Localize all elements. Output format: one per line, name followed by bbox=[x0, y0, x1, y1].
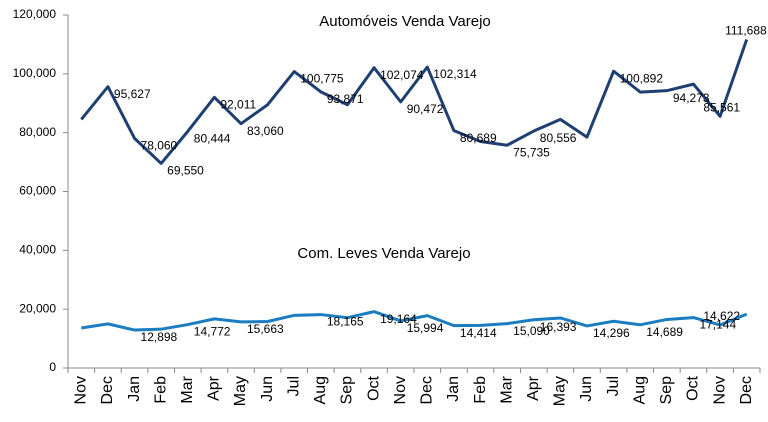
x-tick-label: Apr bbox=[206, 375, 223, 401]
data-label: 14,296 bbox=[593, 326, 630, 340]
y-tick-label: 0 bbox=[49, 360, 56, 374]
x-tick-label: Dec bbox=[99, 376, 116, 404]
data-label: 12,898 bbox=[141, 330, 178, 344]
data-label: 100,892 bbox=[620, 71, 664, 85]
data-label: 100,775 bbox=[300, 72, 344, 86]
x-tick-label: Sep bbox=[658, 376, 675, 405]
x-tick-label: Feb bbox=[152, 376, 169, 404]
x-tick-label: May bbox=[232, 376, 249, 406]
x-tick-label: Sep bbox=[339, 376, 356, 405]
series-name: Com. Leves Venda Varejo bbox=[297, 245, 470, 262]
x-tick-label: Aug bbox=[631, 376, 648, 404]
x-tick-label: Feb bbox=[472, 376, 489, 404]
series-name: Automóveis Venda Varejo bbox=[319, 13, 491, 30]
x-tick-label: Nov bbox=[392, 376, 409, 404]
x-tick-label: Jul bbox=[285, 376, 302, 396]
data-label: 78,060 bbox=[141, 139, 178, 153]
data-label: 14,689 bbox=[646, 325, 683, 339]
data-label: 14,622 bbox=[703, 309, 740, 323]
x-tick-label: Mar bbox=[179, 375, 196, 403]
data-label: 19,164 bbox=[380, 312, 417, 326]
y-tick-label: 60,000 bbox=[19, 184, 56, 198]
x-tick-label: Oct bbox=[365, 375, 382, 400]
y-tick-label: 120,000 bbox=[13, 7, 57, 21]
x-tick-label: Jun bbox=[578, 376, 595, 402]
data-label: 69,550 bbox=[167, 164, 204, 178]
data-label: 14,772 bbox=[194, 325, 231, 339]
data-label: 15,994 bbox=[407, 321, 444, 335]
x-tick-label: Jan bbox=[445, 376, 462, 402]
data-label: 16,393 bbox=[540, 320, 577, 334]
x-tick-label: Aug bbox=[312, 376, 329, 404]
data-label: 111,688 bbox=[725, 24, 767, 38]
y-tick-label: 100,000 bbox=[13, 66, 57, 80]
x-tick-label: Dec bbox=[738, 376, 755, 404]
y-tick-label: 40,000 bbox=[19, 243, 56, 257]
data-label: 93,871 bbox=[327, 92, 364, 106]
y-tick-label: 20,000 bbox=[19, 301, 56, 315]
x-tick-label: Jan bbox=[126, 376, 143, 402]
x-tick-label: Apr bbox=[525, 375, 542, 401]
series-line bbox=[80, 38, 749, 165]
data-label: 102,074 bbox=[380, 68, 424, 82]
y-tick-label: 80,000 bbox=[19, 125, 56, 139]
data-label: 102,314 bbox=[433, 67, 477, 81]
data-label: 83,060 bbox=[247, 124, 284, 138]
x-tick-label: Jul bbox=[605, 376, 622, 396]
data-label: 14,414 bbox=[460, 326, 497, 340]
data-label: 15,663 bbox=[247, 322, 284, 336]
data-label: 80,556 bbox=[540, 131, 577, 145]
x-tick-label: May bbox=[552, 376, 569, 406]
data-label: 85,561 bbox=[703, 100, 740, 114]
data-label: 15,090 bbox=[513, 324, 550, 338]
data-label: 75,735 bbox=[513, 145, 550, 159]
x-tick-label: Nov bbox=[73, 376, 90, 404]
series-line bbox=[81, 310, 748, 332]
x-tick-label: Dec bbox=[419, 376, 436, 404]
x-tick-label: Mar bbox=[498, 375, 515, 403]
data-label: 92,011 bbox=[220, 98, 256, 112]
data-label: 90,472 bbox=[407, 102, 444, 116]
x-tick-label: Nov bbox=[711, 376, 728, 404]
data-label: 80,444 bbox=[194, 132, 231, 146]
x-tick-label: Jun bbox=[259, 376, 276, 402]
data-label: 80,689 bbox=[460, 131, 497, 145]
x-tick-label: Oct bbox=[685, 375, 702, 400]
data-label: 17,144 bbox=[699, 318, 736, 332]
data-label: 94,273 bbox=[673, 91, 710, 105]
data-label: 18,165 bbox=[327, 315, 364, 329]
data-label: 95,627 bbox=[114, 87, 151, 101]
